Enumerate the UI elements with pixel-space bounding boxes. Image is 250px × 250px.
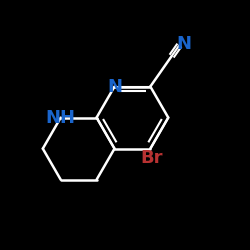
Text: N: N — [107, 78, 122, 96]
Text: N: N — [176, 35, 191, 53]
Text: Br: Br — [140, 149, 163, 167]
Text: NH: NH — [46, 108, 76, 126]
